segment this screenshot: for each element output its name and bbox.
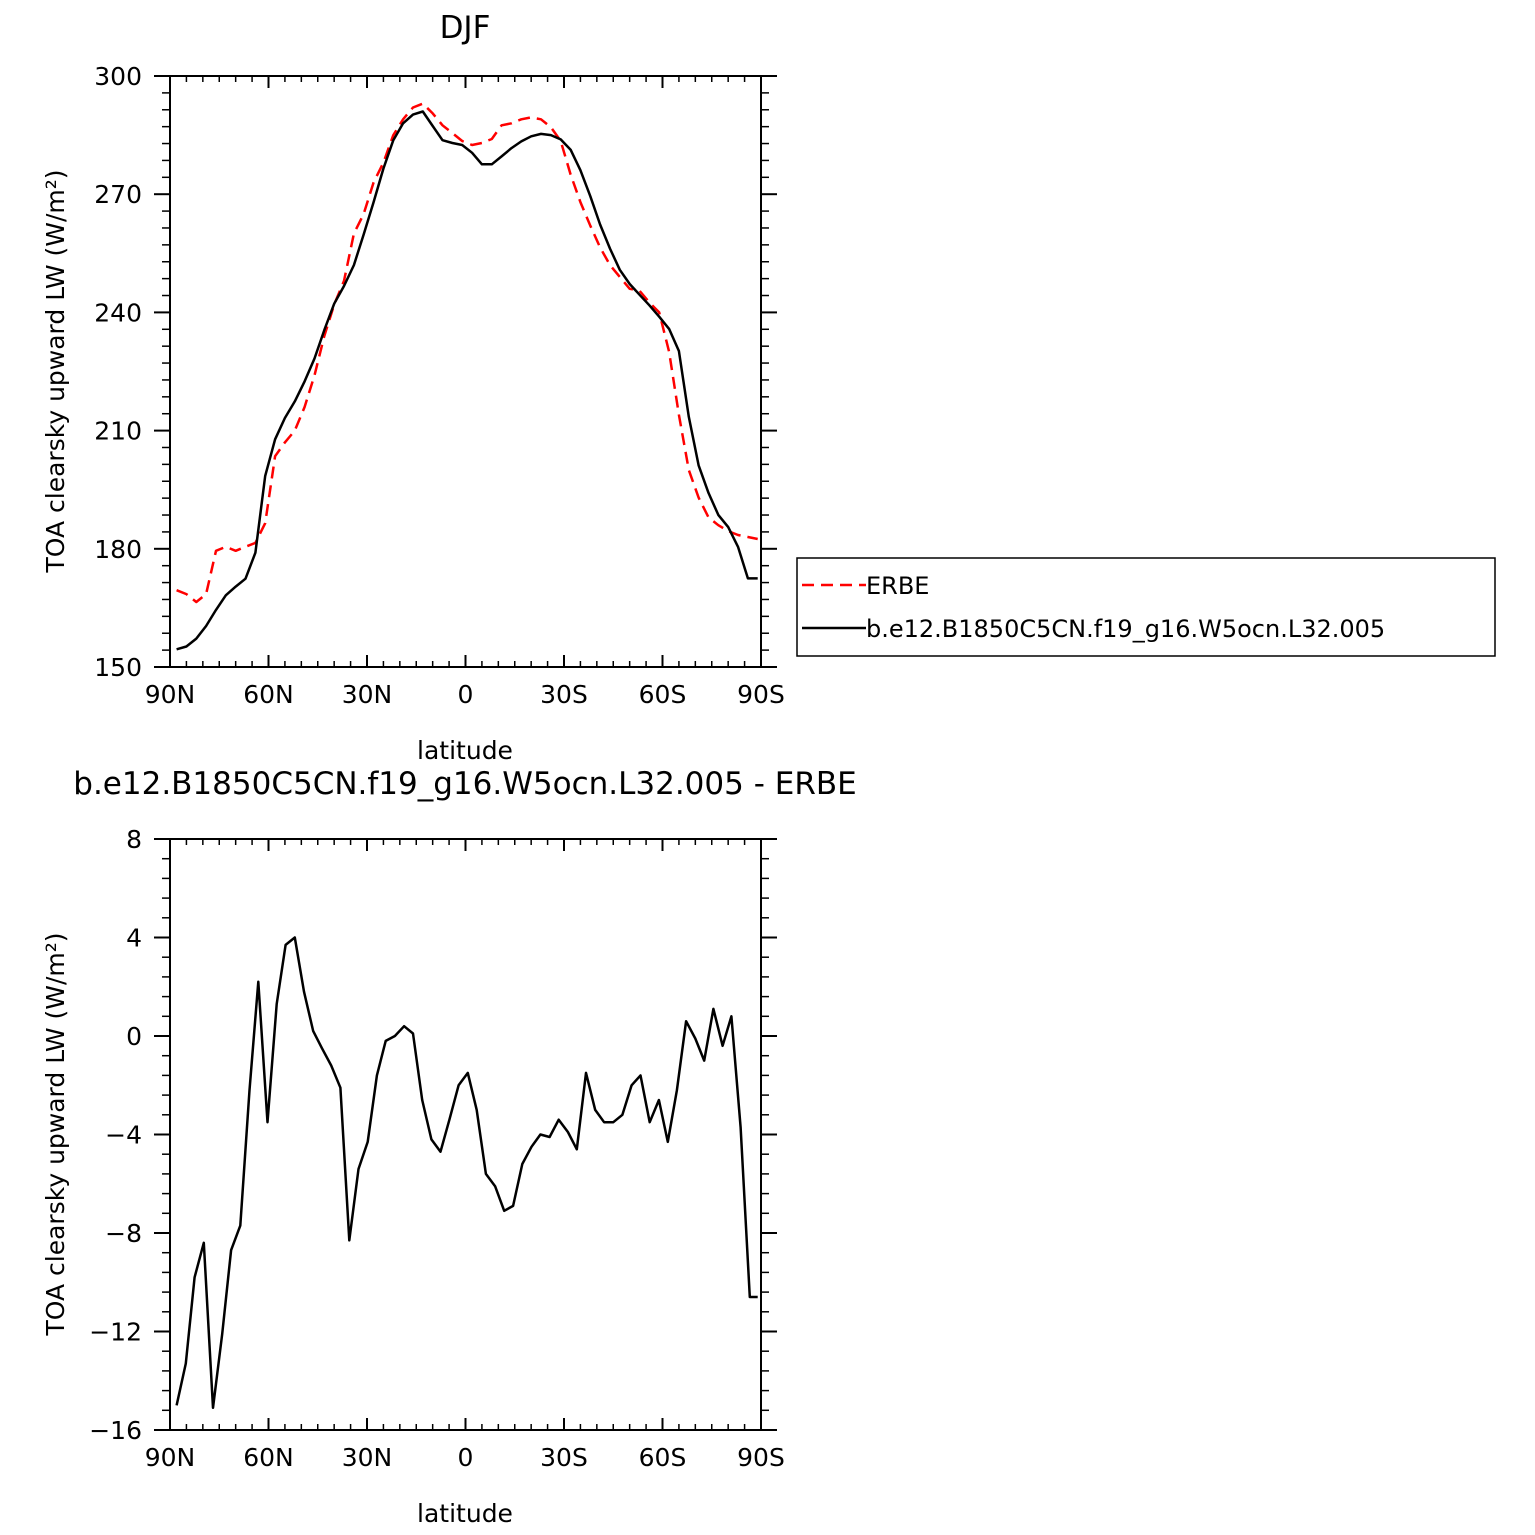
bottom-x-axis-label: latitude: [417, 1499, 513, 1528]
bottom-panel-title: b.e12.B1850C5CN.f19_g16.W5ocn.L32.005 - …: [73, 766, 856, 802]
x-tick-label: 60N: [243, 680, 294, 709]
x-tick-label: 30S: [540, 1443, 588, 1472]
y-tick-label: 270: [94, 180, 142, 209]
y-tick-label: −4: [105, 1121, 142, 1150]
y-tick-label: −16: [89, 1416, 142, 1445]
top-panel: DJF 90N 60N 30N 0 30S 60S 90S 150 180 210 240 270 30…: [41, 10, 785, 765]
legend: ERBE b.e12.B1850C5CN.f19_g16.W5ocn.L32.0…: [796, 557, 1496, 657]
legend-label-model: b.e12.B1850C5CN.f19_g16.W5ocn.L32.005: [866, 615, 1385, 643]
y-tick-label: 210: [94, 417, 142, 446]
bottom-y-axis-label: TOA clearsky upward LW (W/m²): [41, 932, 70, 1336]
x-tick-label: 0: [458, 680, 474, 709]
top-plot-frame: [169, 75, 762, 668]
top-y-axis-label: TOA clearsky upward LW (W/m²): [41, 169, 70, 573]
x-tick-label: 60S: [639, 1443, 687, 1472]
x-tick-label: 90N: [145, 680, 196, 709]
bottom-panel: b.e12.B1850C5CN.f19_g16.W5ocn.L32.005 - …: [41, 766, 857, 1528]
top-x-axis-label: latitude: [417, 736, 513, 765]
y-tick-label: 180: [94, 535, 142, 564]
x-tick-label: 30N: [342, 680, 393, 709]
x-tick-label: 30N: [342, 1443, 393, 1472]
legend-label-erbe: ERBE: [866, 572, 929, 600]
top-series-group: [176, 102, 758, 651]
y-tick-label: −8: [105, 1219, 142, 1248]
bottom-series-line-difference: [175, 936, 758, 1410]
top-axis-ticks: 90N 60N 30N 0 30S 60S 90S 150 180 210 240 270 300: [94, 62, 785, 709]
bottom-axis-ticks: 90N 60N 30N 0 30S 60S 90S −16 −12 −8 −4 0 4 8: [89, 825, 785, 1472]
y-tick-label: 240: [94, 298, 142, 327]
y-tick-label: −12: [89, 1318, 142, 1347]
top-series-line-model: [176, 110, 758, 651]
y-tick-label: 4: [126, 924, 142, 953]
x-tick-label: 0: [458, 1443, 474, 1472]
bottom-plot-frame: [169, 838, 762, 1431]
x-tick-label: 90S: [737, 680, 785, 709]
x-tick-label: 90N: [145, 1443, 196, 1472]
bottom-series-group: [175, 936, 758, 1410]
y-tick-label: 0: [126, 1022, 142, 1051]
legend-box: [796, 557, 1496, 657]
top-panel-title: DJF: [440, 10, 491, 46]
x-tick-label: 60S: [639, 680, 687, 709]
x-tick-label: 90S: [737, 1443, 785, 1472]
y-tick-label: 150: [94, 653, 142, 682]
y-tick-label: 8: [126, 825, 142, 854]
top-series-line-erbe: [176, 102, 758, 604]
x-tick-label: 60N: [243, 1443, 294, 1472]
y-tick-label: 300: [94, 62, 142, 91]
x-tick-label: 30S: [540, 680, 588, 709]
